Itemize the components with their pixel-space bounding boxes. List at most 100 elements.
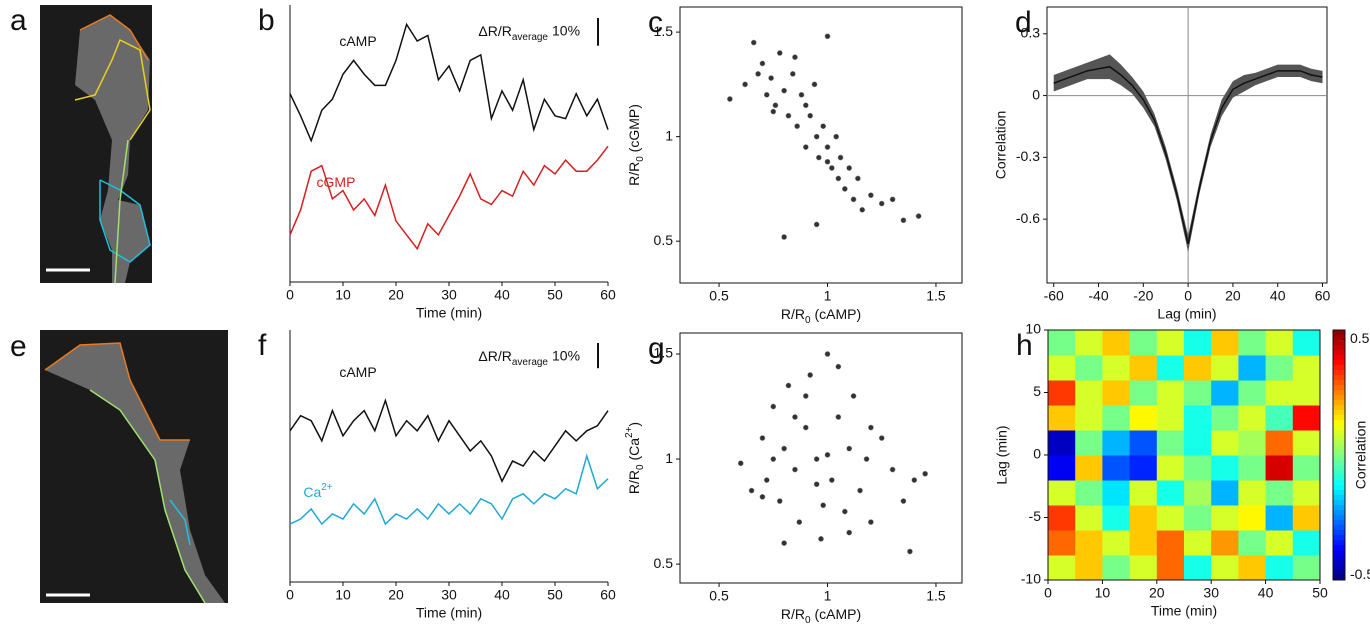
- heatmap-cell: [1184, 405, 1212, 431]
- colorbar-step: [1333, 370, 1345, 376]
- x-tick-label: 40: [494, 587, 510, 603]
- x-tick-label: 60: [600, 587, 616, 603]
- colorbar-step: [1333, 405, 1345, 411]
- colorbar-step: [1333, 545, 1345, 551]
- colorbar-step: [1333, 480, 1345, 486]
- scatter-point: [796, 519, 803, 525]
- scatter-point: [824, 144, 831, 150]
- scatter-point: [802, 424, 809, 431]
- colorbar-step: [1333, 500, 1345, 506]
- heatmap-cell: [1102, 430, 1131, 456]
- heatmap-cell: [1292, 355, 1321, 381]
- y-axis-label-part: 2+: [624, 426, 635, 438]
- heatmap-cell: [1102, 480, 1131, 506]
- scatter-point: [868, 192, 874, 199]
- heatmap-cell: [1184, 505, 1212, 531]
- x-axis-label: R/R0 (cAMP): [781, 306, 861, 326]
- scatter-point: [915, 213, 922, 219]
- scatter-point: [781, 234, 787, 240]
- scatter-point: [835, 414, 842, 420]
- scatter-point: [868, 424, 874, 431]
- y-tick-label: -0.6: [1016, 210, 1040, 226]
- cell: [45, 343, 225, 603]
- colorbar-step: [1333, 345, 1345, 351]
- heatmap-cell: [1048, 380, 1076, 406]
- heatmap-cell: [1156, 480, 1185, 506]
- heatmap-cell: [1184, 480, 1212, 506]
- scatter-point: [759, 435, 766, 441]
- y-tick-label: 0: [1033, 446, 1041, 462]
- panel-letter: a: [10, 4, 27, 37]
- heatmap-cell: [1075, 480, 1103, 506]
- colorbar-step: [1333, 360, 1345, 366]
- x-tick-label: -20: [1133, 288, 1153, 304]
- heatmap-cell: [1292, 480, 1321, 506]
- scale-bar-label: 10%: [552, 348, 580, 364]
- scatter-point: [835, 175, 842, 182]
- x-tick-label: 20: [388, 287, 404, 303]
- heatmap-cell: [1184, 380, 1212, 406]
- scatter-point: [818, 536, 824, 542]
- heatmap-cell: [1129, 530, 1158, 556]
- scatter-point: [802, 393, 809, 399]
- scatter-point: [811, 81, 818, 88]
- colorbar-step: [1333, 465, 1345, 471]
- y-axis-label: Lag (min): [994, 425, 1010, 484]
- colorbar-step: [1333, 440, 1345, 446]
- axes-frame: [679, 6, 963, 284]
- scale-bar-label: 10%: [552, 23, 580, 39]
- scatter-point: [759, 60, 766, 67]
- colorbar-step: [1333, 375, 1345, 381]
- heatmap-cell: [1265, 355, 1294, 381]
- heatmap-cell: [1102, 405, 1131, 431]
- panel-letter: f: [258, 329, 267, 362]
- y-tick-label: 1.5: [654, 23, 674, 39]
- colorbar-step: [1333, 470, 1345, 476]
- axes-frame: [679, 332, 963, 584]
- x-tick-label: 50: [547, 287, 563, 303]
- scatter-point: [770, 456, 777, 462]
- y-tick-label: 0.3: [1021, 24, 1041, 40]
- y-tick-label: 0.5: [654, 555, 674, 571]
- x-axis-label: Lag (min): [1157, 306, 1216, 322]
- scatter-point: [781, 87, 787, 94]
- series-label-part: cAMP: [339, 33, 376, 49]
- heatmap-cell: [1048, 530, 1076, 556]
- scatter-point: [802, 144, 809, 150]
- heatmap-cell: [1156, 430, 1185, 456]
- scatter-point: [737, 460, 744, 467]
- colorbar-step: [1333, 410, 1345, 416]
- colorbar-step: [1333, 520, 1345, 526]
- x-axis-label-part: 0: [805, 615, 811, 626]
- y-axis-label-part: R/R: [626, 162, 642, 186]
- heatmap-cell: [1238, 530, 1267, 556]
- x-axis-label: Time (min): [416, 305, 482, 321]
- heatmap-cell: [1156, 330, 1185, 356]
- heatmap-cell: [1075, 505, 1103, 531]
- x-tick-label: 60: [600, 287, 616, 303]
- scatter-point: [802, 102, 809, 109]
- outline: [114, 139, 129, 284]
- scatter-point: [878, 200, 885, 207]
- x-axis-label-part: (cAMP): [811, 306, 862, 322]
- scatter-point: [792, 466, 798, 473]
- colorbar-step: [1333, 415, 1345, 421]
- x-tick-label: 10: [1095, 585, 1111, 601]
- scale-bar-text-part: ΔR/R: [478, 23, 511, 39]
- scatter-point: [759, 494, 766, 500]
- colorbar-step: [1333, 430, 1345, 436]
- scatter-point: [824, 351, 831, 357]
- x-tick-label: 40: [1258, 585, 1274, 601]
- x-tick-label: 20: [1225, 288, 1241, 304]
- colorbar-step: [1333, 560, 1345, 566]
- series-label: cAMP: [339, 33, 376, 49]
- scatter-point: [768, 75, 774, 81]
- colorbar-step: [1333, 435, 1345, 441]
- heatmap-cell: [1265, 555, 1294, 581]
- colorbar-step: [1333, 380, 1345, 386]
- series-line: [289, 145, 609, 251]
- scatter-point: [742, 81, 748, 88]
- heatmap-cell: [1292, 505, 1321, 531]
- series-label-part: Ca: [303, 484, 321, 500]
